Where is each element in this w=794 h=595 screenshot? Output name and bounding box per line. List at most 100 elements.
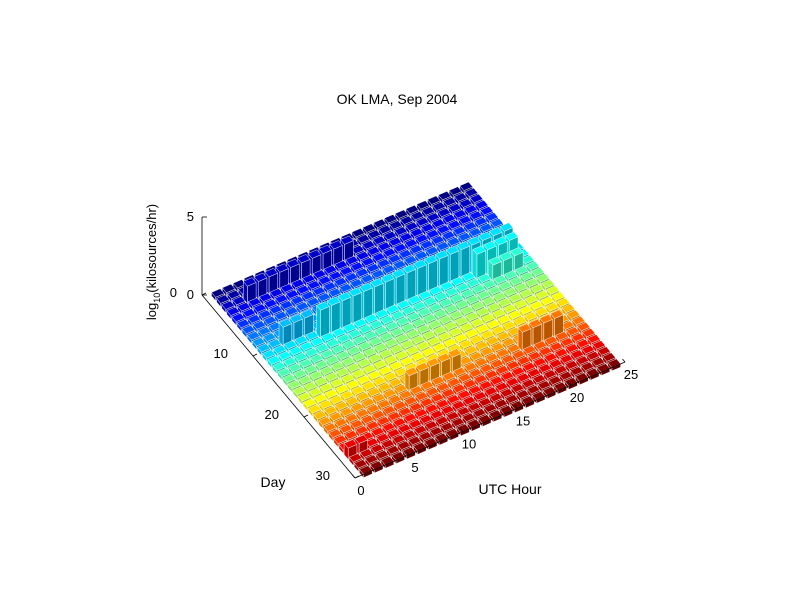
bar-top-face: [468, 227, 483, 237]
bar-top-face: [549, 342, 564, 352]
bar-top-face: [395, 333, 410, 343]
bar: [464, 345, 478, 359]
bar-top-face: [458, 373, 472, 383]
bar-top-face: [278, 350, 292, 361]
bar-top-face: [456, 406, 471, 416]
bar-top-face: [495, 365, 510, 375]
bar-top-face: [407, 312, 421, 322]
bar-top-face: [485, 212, 499, 222]
bar-top-face: [353, 459, 368, 469]
bar-top-face: [496, 348, 510, 358]
bar-top-face: [253, 272, 268, 282]
bar-top-face: [427, 195, 441, 205]
bar-top-face: [514, 282, 528, 292]
bar-top-face: [344, 272, 359, 282]
bar-top-face: [466, 295, 480, 305]
bar-top-face: [426, 357, 440, 367]
bar-top-face: [425, 246, 439, 256]
bar-top-face: [354, 434, 369, 444]
bar-top-face: [524, 311, 538, 321]
bar-top-face: [263, 315, 277, 325]
bar-top-face: [392, 434, 406, 444]
bar-top-face: [350, 245, 365, 255]
bar-top-face: [544, 335, 558, 346]
bar-top-face: [320, 349, 335, 359]
bar-top-face: [519, 288, 534, 298]
bar-top-face: [389, 220, 403, 230]
bar-top-face: [472, 245, 486, 255]
bar-top-face: [571, 332, 585, 342]
bar-top-face: [464, 345, 478, 355]
bar-top-face: [369, 319, 384, 330]
bar-top-face: [298, 375, 312, 385]
bar-top-face: [386, 445, 400, 455]
bar-top-face: [529, 300, 544, 310]
bar-top-face: [325, 355, 340, 365]
bar-top-face: [497, 314, 511, 324]
bar-top-face: [378, 224, 392, 235]
bar-top-face: [478, 397, 492, 407]
bar-top-face: [291, 278, 305, 289]
bar-top-face: [414, 250, 429, 260]
bar-top-face: [457, 389, 471, 400]
bar: [278, 318, 293, 348]
bar-top-face: [379, 348, 393, 359]
bar: [309, 353, 324, 367]
bar-top-face: [543, 352, 558, 362]
bar-top-face: [318, 416, 332, 426]
bar-top-face: [475, 340, 489, 350]
bar-top-face: [451, 400, 466, 410]
bar-top-face: [565, 343, 579, 353]
bar-top-face: [518, 305, 533, 315]
bar-top-face: [476, 307, 490, 317]
bar-top-face: [448, 186, 463, 196]
bar-top-face: [450, 293, 464, 303]
bar-top-face: [355, 267, 369, 278]
bar-top-face: [449, 310, 464, 320]
bar-top-face: [368, 336, 383, 346]
bar-top-face: [477, 273, 492, 283]
bar-top-face: [515, 389, 530, 399]
x-tick-label: 20: [570, 390, 584, 405]
bar-top-face: [226, 306, 240, 316]
bar-top-face: [329, 411, 343, 422]
bar-top-face: [392, 260, 407, 270]
bar-top-face: [436, 241, 450, 251]
bar-top-face: [356, 234, 371, 244]
bar-top-face: [414, 408, 428, 418]
bar-top-face: [498, 281, 513, 291]
bar-top-face: [325, 372, 339, 382]
bar-top-face: [431, 235, 445, 245]
bar-top-face: [334, 418, 348, 428]
bar-top-face: [478, 231, 492, 241]
bar-top-face: [359, 282, 373, 292]
z-tick-label: 0: [187, 287, 194, 302]
bar-top-face: [480, 346, 494, 357]
bar-top-face: [443, 321, 458, 331]
bar-top-face: [479, 380, 493, 390]
bar-top-face: [331, 344, 345, 354]
bar-top-face: [434, 250, 449, 260]
bar-top-face: [510, 383, 525, 393]
bar-top-face: [505, 377, 520, 387]
bar-top-face: [211, 288, 225, 298]
bar-top-face: [561, 303, 576, 313]
bar-top-face: [363, 347, 377, 357]
bar-top-face: [422, 330, 436, 340]
bar-top-face: [231, 312, 246, 322]
bar-top-face: [554, 365, 568, 375]
bar-top-face: [560, 320, 575, 330]
bar-top-face: [458, 198, 473, 208]
bar-top-face: [435, 399, 450, 409]
bar-top-face: [551, 291, 565, 301]
bar-top-face: [300, 309, 314, 319]
bar-top-face: [455, 282, 470, 292]
bar-top-face: [403, 255, 418, 265]
bar-top-face: [304, 347, 319, 357]
bar-top-face: [340, 235, 354, 245]
bar-top-face: [473, 374, 488, 384]
bar-top-face: [404, 221, 419, 231]
bar-top-face: [283, 340, 298, 350]
bar-top-face: [566, 309, 581, 319]
x-axis-label: UTC Hour: [478, 481, 541, 497]
